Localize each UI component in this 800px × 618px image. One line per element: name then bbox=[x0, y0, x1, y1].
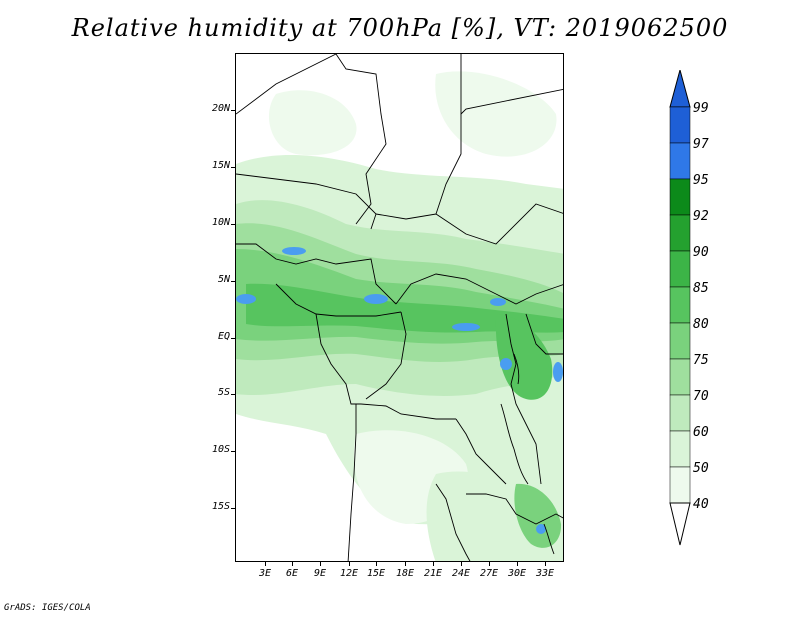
legend-label: 80 bbox=[693, 317, 709, 332]
lat-label: 10N bbox=[211, 217, 230, 228]
legend-label: 90 bbox=[693, 245, 709, 260]
lon-label: 9E bbox=[313, 568, 327, 579]
legend-swatch bbox=[669, 214, 691, 252]
lat-tick bbox=[231, 110, 235, 111]
legend-arrow-bottom bbox=[669, 502, 691, 546]
legend-swatch bbox=[669, 250, 691, 288]
legend-swatch bbox=[669, 178, 691, 216]
legend-label: 95 bbox=[693, 173, 709, 188]
lakes bbox=[500, 353, 555, 555]
legend-swatch bbox=[669, 286, 691, 324]
lat-tick bbox=[231, 451, 235, 452]
legend-label: 99 bbox=[693, 101, 709, 116]
lon-tick bbox=[433, 562, 434, 566]
map-panel bbox=[235, 53, 564, 562]
lat-label: EQ bbox=[217, 331, 230, 342]
lon-tick bbox=[265, 562, 266, 566]
lat-label: 15S bbox=[211, 501, 230, 512]
country-borders bbox=[236, 54, 563, 561]
lat-label: 5S bbox=[217, 387, 230, 398]
lon-tick bbox=[461, 562, 462, 566]
humidity-fill-mid bbox=[236, 200, 563, 548]
lon-label: 15E bbox=[366, 568, 386, 579]
legend-swatch bbox=[669, 142, 691, 180]
lon-tick bbox=[405, 562, 406, 566]
legend-swatch bbox=[669, 106, 691, 144]
lon-tick bbox=[349, 562, 350, 566]
lon-tick bbox=[292, 562, 293, 566]
lon-tick bbox=[517, 562, 518, 566]
lat-tick bbox=[231, 224, 235, 225]
legend-label: 60 bbox=[693, 425, 709, 440]
legend-label: 50 bbox=[693, 461, 709, 476]
chart-title: Relative humidity at 700hPa [%], VT: 201… bbox=[71, 14, 729, 42]
lat-tick bbox=[231, 394, 235, 395]
lat-label: 20N bbox=[211, 103, 230, 114]
legend-label: 75 bbox=[693, 353, 709, 368]
lon-tick bbox=[320, 562, 321, 566]
lat-tick bbox=[231, 281, 235, 282]
lat-label: 5N bbox=[217, 274, 230, 285]
legend-label: 40 bbox=[693, 497, 709, 512]
legend-swatch bbox=[669, 322, 691, 360]
lon-label: 27E bbox=[479, 568, 499, 579]
legend-label: 70 bbox=[693, 389, 709, 404]
lon-label: 18E bbox=[395, 568, 415, 579]
humidity-fill-high bbox=[236, 247, 563, 534]
lon-label: 21E bbox=[423, 568, 443, 579]
lon-tick bbox=[489, 562, 490, 566]
legend-swatch bbox=[669, 430, 691, 468]
software-credit: GrADS: IGES/COLA bbox=[4, 603, 91, 613]
lon-label: 30E bbox=[507, 568, 527, 579]
legend-swatch bbox=[669, 394, 691, 432]
legend-label: 85 bbox=[693, 281, 709, 296]
lat-label: 10S bbox=[211, 444, 230, 455]
legend-swatch bbox=[669, 466, 691, 504]
legend-arrow-top bbox=[669, 70, 691, 108]
lon-tick bbox=[545, 562, 546, 566]
legend-label: 92 bbox=[693, 209, 709, 224]
humidity-map bbox=[236, 54, 563, 561]
legend-swatch bbox=[669, 358, 691, 396]
lat-tick bbox=[231, 508, 235, 509]
lon-label: 24E bbox=[451, 568, 471, 579]
lon-label: 33E bbox=[535, 568, 555, 579]
lat-label: 15N bbox=[211, 160, 230, 171]
legend-label: 97 bbox=[693, 137, 709, 152]
lon-label: 12E bbox=[339, 568, 359, 579]
lon-label: 6E bbox=[285, 568, 299, 579]
lat-tick bbox=[231, 338, 235, 339]
lon-label: 3E bbox=[258, 568, 272, 579]
lon-tick bbox=[376, 562, 377, 566]
legend-colorbar bbox=[669, 70, 691, 546]
lat-tick bbox=[231, 167, 235, 168]
